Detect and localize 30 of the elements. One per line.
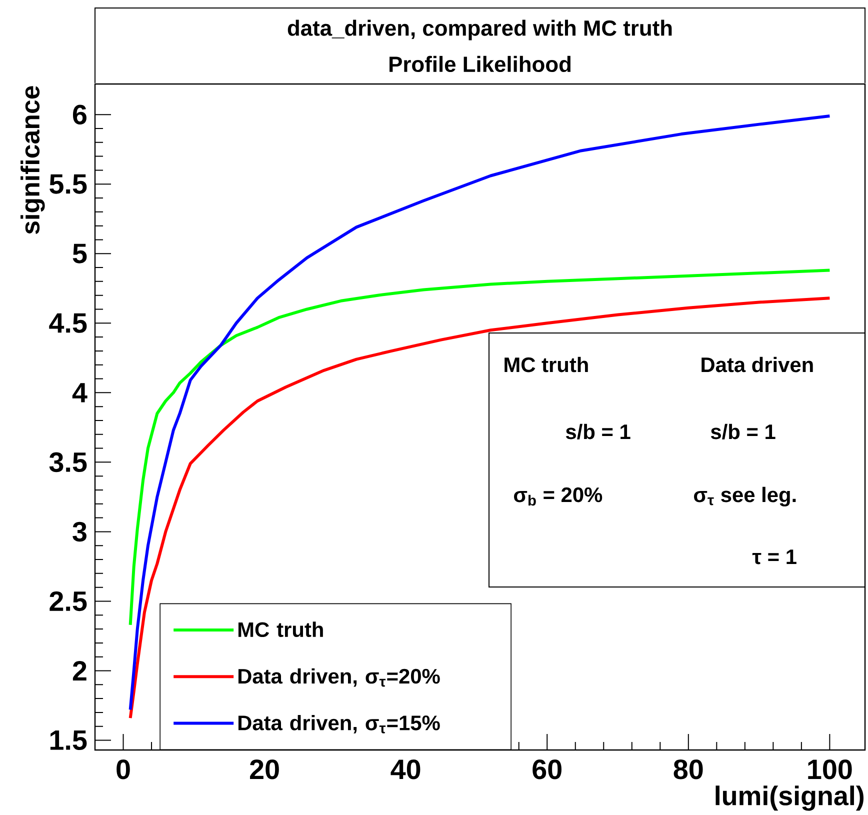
annotation: s/b = 1 bbox=[566, 424, 630, 440]
y-tick-label: 3 bbox=[72, 522, 86, 542]
chart-title: data_driven, compared with MC truth bbox=[288, 20, 672, 40]
x-tick-label: 0 bbox=[116, 760, 130, 780]
annotation: MC truth bbox=[504, 356, 588, 372]
x-tick-label: 80 bbox=[674, 760, 703, 780]
y-tick-label: 3.5 bbox=[49, 452, 87, 472]
x-tick-label: 60 bbox=[532, 760, 562, 780]
x-tick-label: 20 bbox=[250, 760, 279, 780]
y-tick-label: 2 bbox=[72, 661, 86, 680]
annotation: σ$_{b}$ = 20% bbox=[514, 487, 602, 506]
chart-subtitle: Profile Likelihood bbox=[390, 56, 571, 72]
y-tick-label: 4.5 bbox=[49, 313, 87, 333]
y-axis-title: significance bbox=[20, 86, 45, 234]
y-tick-label: 6 bbox=[72, 104, 86, 124]
annotation: τ = 1 bbox=[752, 550, 796, 564]
x-tick-label: 40 bbox=[390, 760, 420, 780]
annotation: σ$_{τ}$ see leg. bbox=[694, 486, 796, 506]
y-tick-label: 5 bbox=[72, 244, 87, 264]
y-tick-label: 1.5 bbox=[50, 730, 87, 750]
y-tick-label: 5.5 bbox=[50, 174, 87, 194]
y-tick-label: 4 bbox=[72, 383, 88, 402]
legend-label: Data driven, σ$_{τ}$=15% bbox=[238, 714, 440, 734]
legend-label: MC truth bbox=[238, 622, 323, 638]
x-tick-label: 100 bbox=[808, 760, 852, 780]
y-tick-label: 2.5 bbox=[50, 591, 87, 612]
x-axis-title: lumi(signal) bbox=[716, 786, 864, 811]
legend-label: Data driven, σ$_{τ}$=20% bbox=[238, 668, 440, 687]
annotation: s/b = 1 bbox=[710, 424, 776, 440]
annotation: Data driven bbox=[702, 356, 813, 372]
